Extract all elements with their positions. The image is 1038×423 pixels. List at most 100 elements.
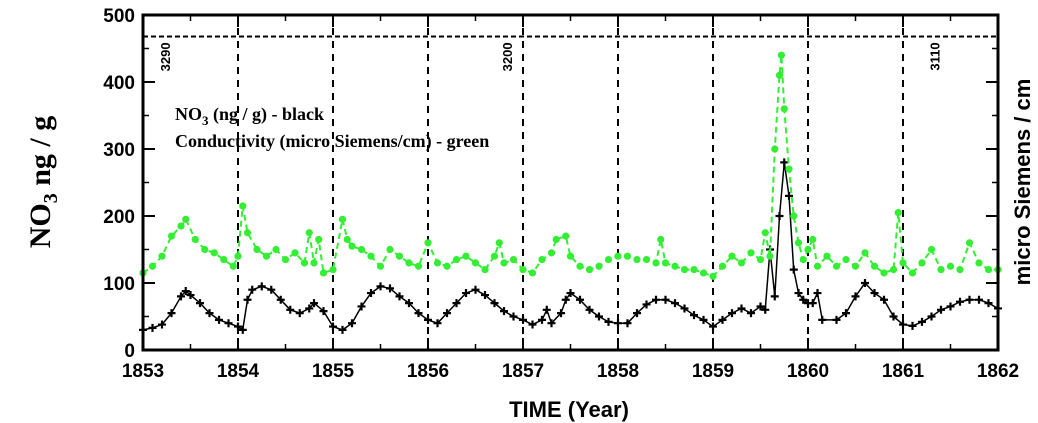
point-conductivity — [652, 259, 660, 267]
point-conductivity — [357, 245, 366, 254]
point-no3 — [295, 309, 304, 318]
point-no3 — [538, 315, 546, 324]
point-no3 — [880, 295, 888, 304]
point-conductivity — [657, 235, 665, 244]
point-conductivity — [167, 232, 176, 240]
depth-label: 3110 — [928, 42, 943, 70]
y-tick-label: 200 — [103, 207, 135, 228]
point-conductivity — [319, 269, 328, 277]
point-conductivity — [956, 266, 964, 274]
point-conductivity — [452, 255, 461, 264]
point-conductivity — [680, 266, 689, 274]
point-conductivity — [870, 262, 879, 270]
point-conductivity — [576, 262, 584, 270]
point-no3 — [462, 289, 470, 298]
point-no3 — [576, 295, 584, 304]
point-no3 — [181, 287, 190, 296]
point-no3 — [842, 309, 850, 318]
point-conductivity — [899, 259, 907, 267]
y-axis-title-right: micro Siemens / cm — [1010, 79, 1035, 286]
point-no3 — [243, 295, 252, 304]
point-no3 — [756, 302, 765, 311]
point-conductivity — [623, 252, 632, 260]
point-no3 — [167, 309, 176, 318]
point-no3 — [348, 319, 356, 328]
point-conductivity — [291, 249, 299, 257]
point-conductivity — [243, 229, 252, 237]
y-tick-label: 100 — [103, 274, 135, 295]
point-no3 — [519, 315, 527, 324]
point-no3 — [690, 311, 698, 320]
point-conductivity — [889, 266, 898, 274]
point-conductivity — [490, 252, 499, 260]
point-no3 — [633, 309, 641, 318]
point-conductivity — [443, 262, 451, 270]
point-no3 — [395, 292, 404, 301]
point-conductivity — [946, 262, 955, 270]
point-conductivity — [794, 239, 803, 247]
x-axis-title: TIME (Year) — [509, 397, 629, 422]
x-tick-label: 1853 — [122, 361, 164, 382]
point-conductivity — [562, 232, 570, 240]
point-conductivity — [780, 105, 788, 113]
point-no3 — [918, 317, 926, 326]
point-conductivity — [471, 259, 480, 267]
point-conductivity — [737, 259, 746, 267]
point-no3 — [889, 312, 898, 321]
point-conductivity — [329, 266, 337, 274]
point-no3 — [234, 322, 242, 331]
point-no3 — [338, 325, 347, 334]
point-no3 — [528, 320, 537, 329]
point-conductivity — [148, 262, 157, 270]
point-conductivity — [239, 202, 247, 210]
point-conductivity — [918, 259, 926, 267]
point-no3 — [747, 309, 755, 318]
point-no3 — [718, 315, 727, 324]
point-conductivity — [538, 255, 546, 264]
point-conductivity — [585, 266, 594, 274]
point-no3 — [851, 292, 860, 301]
y-axis-title-left: NO3 ng / g — [24, 116, 62, 249]
point-conductivity — [777, 51, 786, 59]
point-no3 — [680, 304, 689, 313]
point-no3 — [405, 299, 413, 308]
point-conductivity — [481, 266, 489, 274]
point-no3 — [585, 305, 594, 314]
point-conductivity — [229, 262, 237, 270]
point-conductivity — [566, 252, 575, 260]
y-tick-label: 400 — [103, 73, 135, 94]
point-no3 — [642, 300, 651, 309]
point-no3 — [861, 279, 869, 287]
point-no3 — [614, 319, 622, 328]
point-no3 — [595, 312, 603, 321]
point-conductivity — [965, 239, 974, 247]
point-conductivity — [201, 245, 209, 254]
point-conductivity — [718, 262, 727, 270]
point-conductivity — [861, 249, 869, 257]
point-conductivity — [604, 255, 613, 264]
axis-layer: 1853 1854 1855 1856 1857 1858 1859 1860 1861 1862… — [103, 6, 1019, 382]
point-no3 — [547, 319, 556, 328]
point-conductivity — [547, 249, 556, 257]
point-no3 — [623, 319, 632, 328]
point-conductivity — [315, 235, 323, 244]
point-conductivity — [272, 245, 280, 254]
point-no3 — [566, 289, 575, 298]
point-conductivity — [595, 262, 603, 270]
point-conductivity — [376, 262, 385, 270]
point-conductivity — [310, 259, 318, 267]
point-conductivity — [813, 262, 822, 270]
legend-entry-no3: NO3 (ng / g) - black — [175, 104, 324, 128]
point-conductivity — [804, 245, 812, 254]
point-no3 — [557, 309, 565, 318]
point-conductivity — [775, 71, 784, 79]
point-conductivity — [661, 259, 670, 267]
point-no3 — [376, 282, 385, 291]
point-no3 — [728, 309, 736, 318]
y-tick-label: 0 — [124, 341, 135, 362]
point-conductivity — [908, 269, 917, 277]
point-conductivity — [348, 242, 356, 250]
point-no3 — [813, 289, 822, 298]
point-conductivity — [462, 252, 470, 260]
